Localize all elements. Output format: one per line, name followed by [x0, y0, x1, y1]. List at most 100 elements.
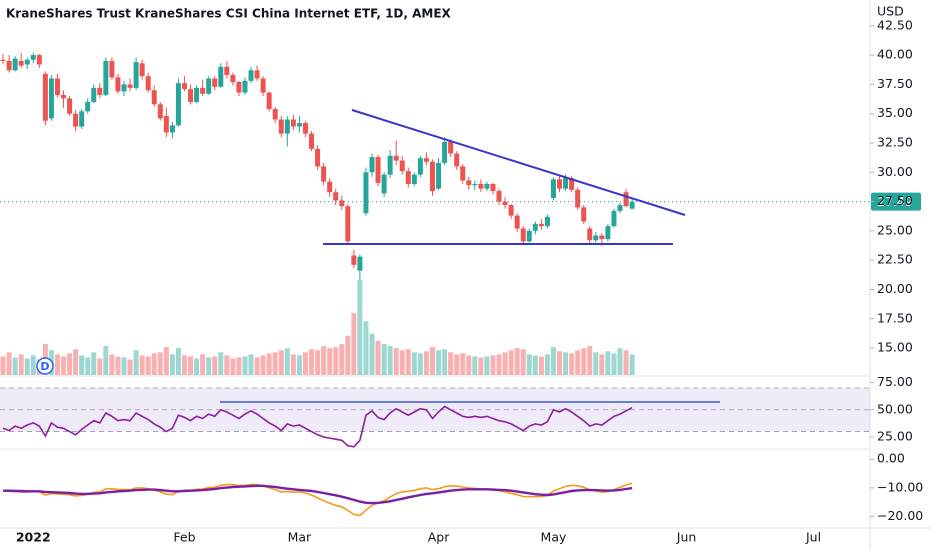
candle-body: [393, 155, 399, 161]
candle-body: [315, 148, 321, 167]
volume-bar: [30, 355, 36, 375]
candle-body: [224, 66, 230, 75]
candle-body: [411, 174, 417, 184]
y-tick-label: 25.00: [877, 222, 913, 237]
candle-body: [526, 230, 532, 242]
candle-body: [30, 55, 36, 60]
volume-bar: [605, 351, 611, 375]
candle-body: [363, 172, 369, 214]
volume-bar: [508, 350, 514, 375]
volume-bar: [466, 355, 472, 375]
candle-body: [54, 78, 60, 95]
candle-body: [121, 84, 127, 92]
volume-bar: [218, 352, 224, 375]
candle-body: [18, 60, 24, 66]
event-label[interactable]: D: [40, 360, 49, 373]
candle-body: [508, 205, 514, 216]
candle-body: [115, 77, 121, 92]
candle-body: [387, 155, 393, 175]
candle-body: [357, 256, 363, 271]
candle-body: [157, 104, 163, 119]
volume-bar: [532, 355, 538, 375]
x-tick-label: 2022: [16, 530, 51, 545]
volume-bar: [260, 355, 266, 375]
volume-bar: [345, 335, 351, 375]
volume-bar: [387, 346, 393, 375]
volume-bar: [405, 349, 411, 375]
candle-body: [284, 119, 290, 134]
candle-body: [351, 255, 357, 265]
candle-body: [79, 111, 85, 127]
candle-body: [169, 125, 175, 133]
candle-body: [85, 101, 91, 112]
x-tick-label: Apr: [428, 530, 450, 545]
volume-bar: [248, 354, 254, 375]
volume-bar: [151, 353, 157, 375]
volume-bar: [61, 356, 67, 375]
volume-bar: [417, 353, 423, 375]
volume-bar: [302, 352, 308, 375]
volume-bar: [133, 350, 139, 375]
candle-body: [496, 191, 502, 202]
volume-bar: [121, 357, 127, 375]
volume-bar: [157, 352, 163, 375]
candle-body: [163, 116, 169, 133]
volume-bar: [411, 352, 417, 375]
candle-body: [563, 178, 569, 189]
candle-body: [212, 78, 218, 87]
volume-bar: [12, 357, 18, 375]
candle-body: [248, 70, 254, 81]
volume-bar: [393, 348, 399, 375]
volume-bar: [478, 357, 484, 375]
volume-bar: [236, 357, 242, 375]
volume-bar: [284, 348, 290, 375]
volume-bar: [54, 354, 60, 375]
volume-bar: [278, 350, 284, 375]
volume-bar: [611, 353, 617, 375]
volume-bar: [581, 348, 587, 375]
currency-label: USD: [877, 4, 904, 19]
volume-bar: [254, 357, 260, 375]
candle-body: [423, 158, 429, 162]
candle-body: [532, 223, 538, 231]
volume-bar: [333, 347, 339, 375]
event-marker[interactable]: [36, 357, 54, 375]
volume-bar: [200, 354, 206, 375]
volume-bar: [18, 354, 24, 375]
volume-bar: [315, 350, 321, 375]
volume-bar: [538, 356, 544, 375]
volume-bar: [339, 344, 345, 375]
candle-body: [538, 223, 544, 227]
candle-body: [575, 189, 581, 208]
candle-body: [290, 119, 296, 127]
volume-bar: [357, 280, 363, 375]
y-tick-label: 27.50: [877, 193, 913, 208]
volume-bar: [127, 359, 133, 375]
candle-body: [242, 80, 248, 93]
volume-bar: [0, 356, 6, 375]
candle-body: [175, 83, 181, 126]
volume-bar: [563, 352, 569, 375]
x-tick-label: Mar: [288, 530, 312, 545]
volume-bar: [375, 340, 381, 375]
volume-bar: [629, 354, 635, 375]
candle-body: [623, 192, 629, 207]
candle-body: [266, 92, 272, 109]
volume-bar: [272, 352, 278, 375]
volume-bar: [442, 349, 448, 375]
candle-body: [375, 157, 381, 183]
volume-bar: [423, 351, 429, 375]
volume-bar: [206, 357, 212, 375]
candle-body: [12, 58, 18, 71]
y-tick-label: 20.00: [877, 281, 913, 296]
candle-body: [484, 183, 490, 189]
volume-bar: [381, 344, 387, 375]
candle-body: [550, 179, 556, 199]
y-tick-label: 32.50: [877, 134, 913, 149]
candle-body: [151, 90, 157, 105]
candle-body: [260, 78, 266, 93]
volume-bar: [363, 321, 369, 375]
candle-body: [557, 179, 563, 189]
volume-bar: [496, 354, 502, 375]
